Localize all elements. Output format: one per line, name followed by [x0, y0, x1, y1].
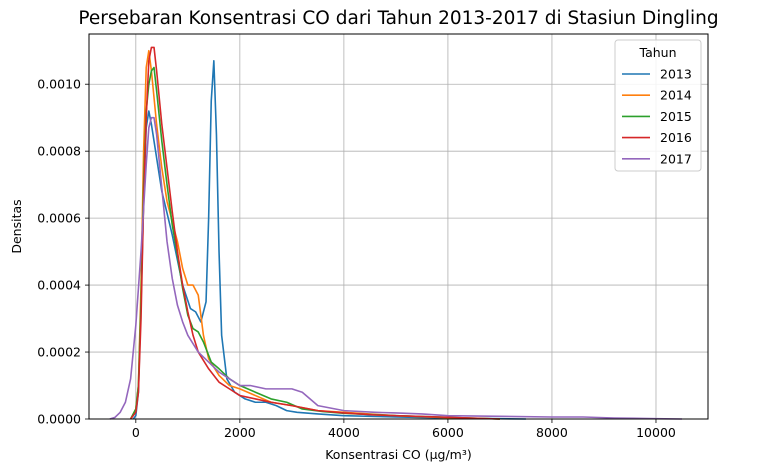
- y-axis-label: Densitas: [9, 199, 24, 253]
- x-tick-label: 8000: [536, 425, 568, 440]
- y-tick-label: 0.0010: [37, 77, 81, 92]
- legend-title: Tahun: [639, 45, 677, 60]
- y-tick-label: 0.0002: [37, 345, 81, 360]
- legend-label-2015: 2015: [660, 109, 692, 124]
- series-line-2013: [132, 59, 526, 420]
- y-tick-label: 0.0000: [37, 412, 81, 427]
- x-axis-label: Konsentrasi CO (µg/m³): [325, 447, 472, 462]
- legend-label-2017: 2017: [660, 151, 692, 166]
- legend: Tahun 2013 2014 2015 2016 2017: [614, 39, 702, 172]
- plot-frame: [88, 33, 709, 420]
- series-line-2017: [109, 116, 683, 420]
- x-tick-label: 6000: [432, 425, 464, 440]
- x-tick-label: 4000: [328, 425, 360, 440]
- series-lines: [109, 46, 683, 420]
- series-line-2016: [129, 46, 500, 420]
- y-tick-label: 0.0006: [37, 211, 81, 226]
- x-tick-label: 0: [132, 425, 140, 440]
- y-tick-label: 0.0008: [37, 144, 81, 159]
- y-axis-ticks: 0.0000 0.0002 0.0004 0.0006 0.0008 0.0010: [37, 77, 89, 427]
- legend-label-2016: 2016: [660, 130, 692, 145]
- x-tick-label: 2000: [224, 425, 256, 440]
- x-axis-ticks: 0 2000 4000 6000 8000 10000: [132, 419, 676, 440]
- legend-label-2014: 2014: [660, 88, 692, 103]
- series-line-2015: [129, 66, 500, 420]
- y-tick-label: 0.0004: [37, 278, 81, 293]
- chart-title: Persebaran Konsentrasi CO dari Tahun 201…: [78, 8, 718, 29]
- legend-label-2013: 2013: [660, 67, 692, 82]
- series-line-2014: [129, 49, 500, 420]
- x-tick-label: 10000: [636, 425, 676, 440]
